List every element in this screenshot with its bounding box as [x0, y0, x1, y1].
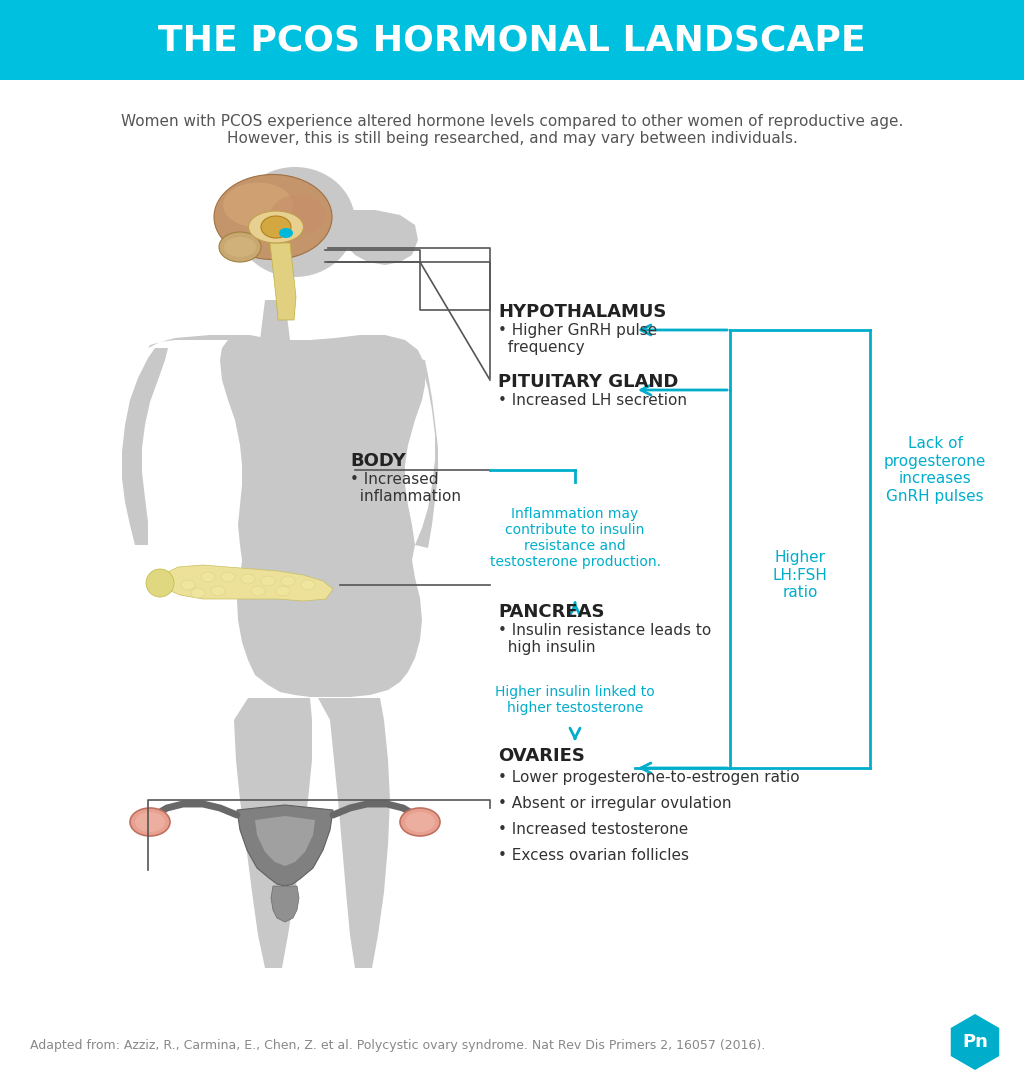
Polygon shape [237, 805, 333, 886]
Polygon shape [122, 348, 168, 545]
Ellipse shape [146, 569, 174, 597]
Ellipse shape [201, 572, 215, 582]
Ellipse shape [241, 574, 255, 584]
Ellipse shape [251, 586, 265, 596]
Polygon shape [330, 210, 418, 265]
Text: Pn: Pn [963, 1033, 988, 1051]
Ellipse shape [211, 586, 225, 596]
Text: THE PCOS HORMONAL LANDSCAPE: THE PCOS HORMONAL LANDSCAPE [158, 22, 866, 57]
Ellipse shape [223, 183, 293, 228]
Text: • Increased LH secretion: • Increased LH secretion [498, 393, 687, 408]
Bar [0, 0, 1024, 80]
Text: HYPOTHALAMUS: HYPOTHALAMUS [498, 303, 667, 321]
Ellipse shape [261, 576, 275, 586]
Text: BODY: BODY [350, 452, 406, 470]
Ellipse shape [219, 232, 261, 262]
Ellipse shape [270, 195, 326, 235]
Ellipse shape [249, 211, 303, 243]
Text: Women with PCOS experience altered hormone levels compared to other women of rep: Women with PCOS experience altered hormo… [121, 113, 903, 147]
Ellipse shape [281, 576, 295, 586]
Text: • Insulin resistance leads to
  high insulin: • Insulin resistance leads to high insul… [498, 623, 712, 656]
Ellipse shape [224, 236, 256, 257]
Polygon shape [270, 243, 296, 320]
Ellipse shape [400, 808, 440, 836]
Polygon shape [950, 1014, 999, 1070]
Text: • Absent or irregular ovulation: • Absent or irregular ovulation [498, 796, 731, 811]
Polygon shape [158, 565, 333, 601]
Ellipse shape [406, 812, 435, 832]
Text: • Lower progesterone-to-estrogen ratio: • Lower progesterone-to-estrogen ratio [498, 770, 800, 785]
Text: Higher insulin linked to
higher testosterone: Higher insulin linked to higher testoste… [496, 685, 655, 715]
Ellipse shape [234, 167, 355, 277]
Ellipse shape [214, 174, 332, 260]
Polygon shape [255, 816, 315, 866]
Polygon shape [271, 886, 299, 922]
Text: Inflammation may
contribute to insulin
resistance and
testosterone production.: Inflammation may contribute to insulin r… [489, 507, 660, 569]
Polygon shape [318, 698, 390, 968]
Text: PITUITARY GLAND: PITUITARY GLAND [498, 373, 678, 391]
Ellipse shape [191, 588, 205, 598]
Ellipse shape [181, 580, 195, 590]
Text: Lack of
progesterone
increases
GnRH pulses: Lack of progesterone increases GnRH puls… [884, 437, 986, 504]
Ellipse shape [301, 580, 315, 590]
Polygon shape [260, 300, 290, 340]
Text: • Increased testosterone: • Increased testosterone [498, 822, 688, 837]
Ellipse shape [130, 808, 170, 836]
Ellipse shape [276, 586, 290, 596]
Text: Higher
LH:FSH
ratio: Higher LH:FSH ratio [772, 550, 827, 600]
Text: • Excess ovarian follicles: • Excess ovarian follicles [498, 849, 689, 863]
Text: • Higher GnRH pulse
  frequency: • Higher GnRH pulse frequency [498, 323, 657, 355]
Ellipse shape [261, 216, 291, 238]
Polygon shape [415, 358, 438, 548]
Text: • Increased
  inflammation: • Increased inflammation [350, 472, 461, 504]
Ellipse shape [221, 572, 234, 582]
Polygon shape [148, 335, 425, 697]
Text: PANCREAS: PANCREAS [498, 603, 604, 621]
Polygon shape [234, 698, 312, 968]
Ellipse shape [135, 812, 165, 832]
Text: OVARIES: OVARIES [498, 747, 585, 765]
Text: Adapted from: Azziz, R., Carmina, E., Chen, Z. et al. Polycystic ovary syndrome.: Adapted from: Azziz, R., Carmina, E., Ch… [30, 1039, 765, 1052]
Ellipse shape [279, 228, 293, 238]
